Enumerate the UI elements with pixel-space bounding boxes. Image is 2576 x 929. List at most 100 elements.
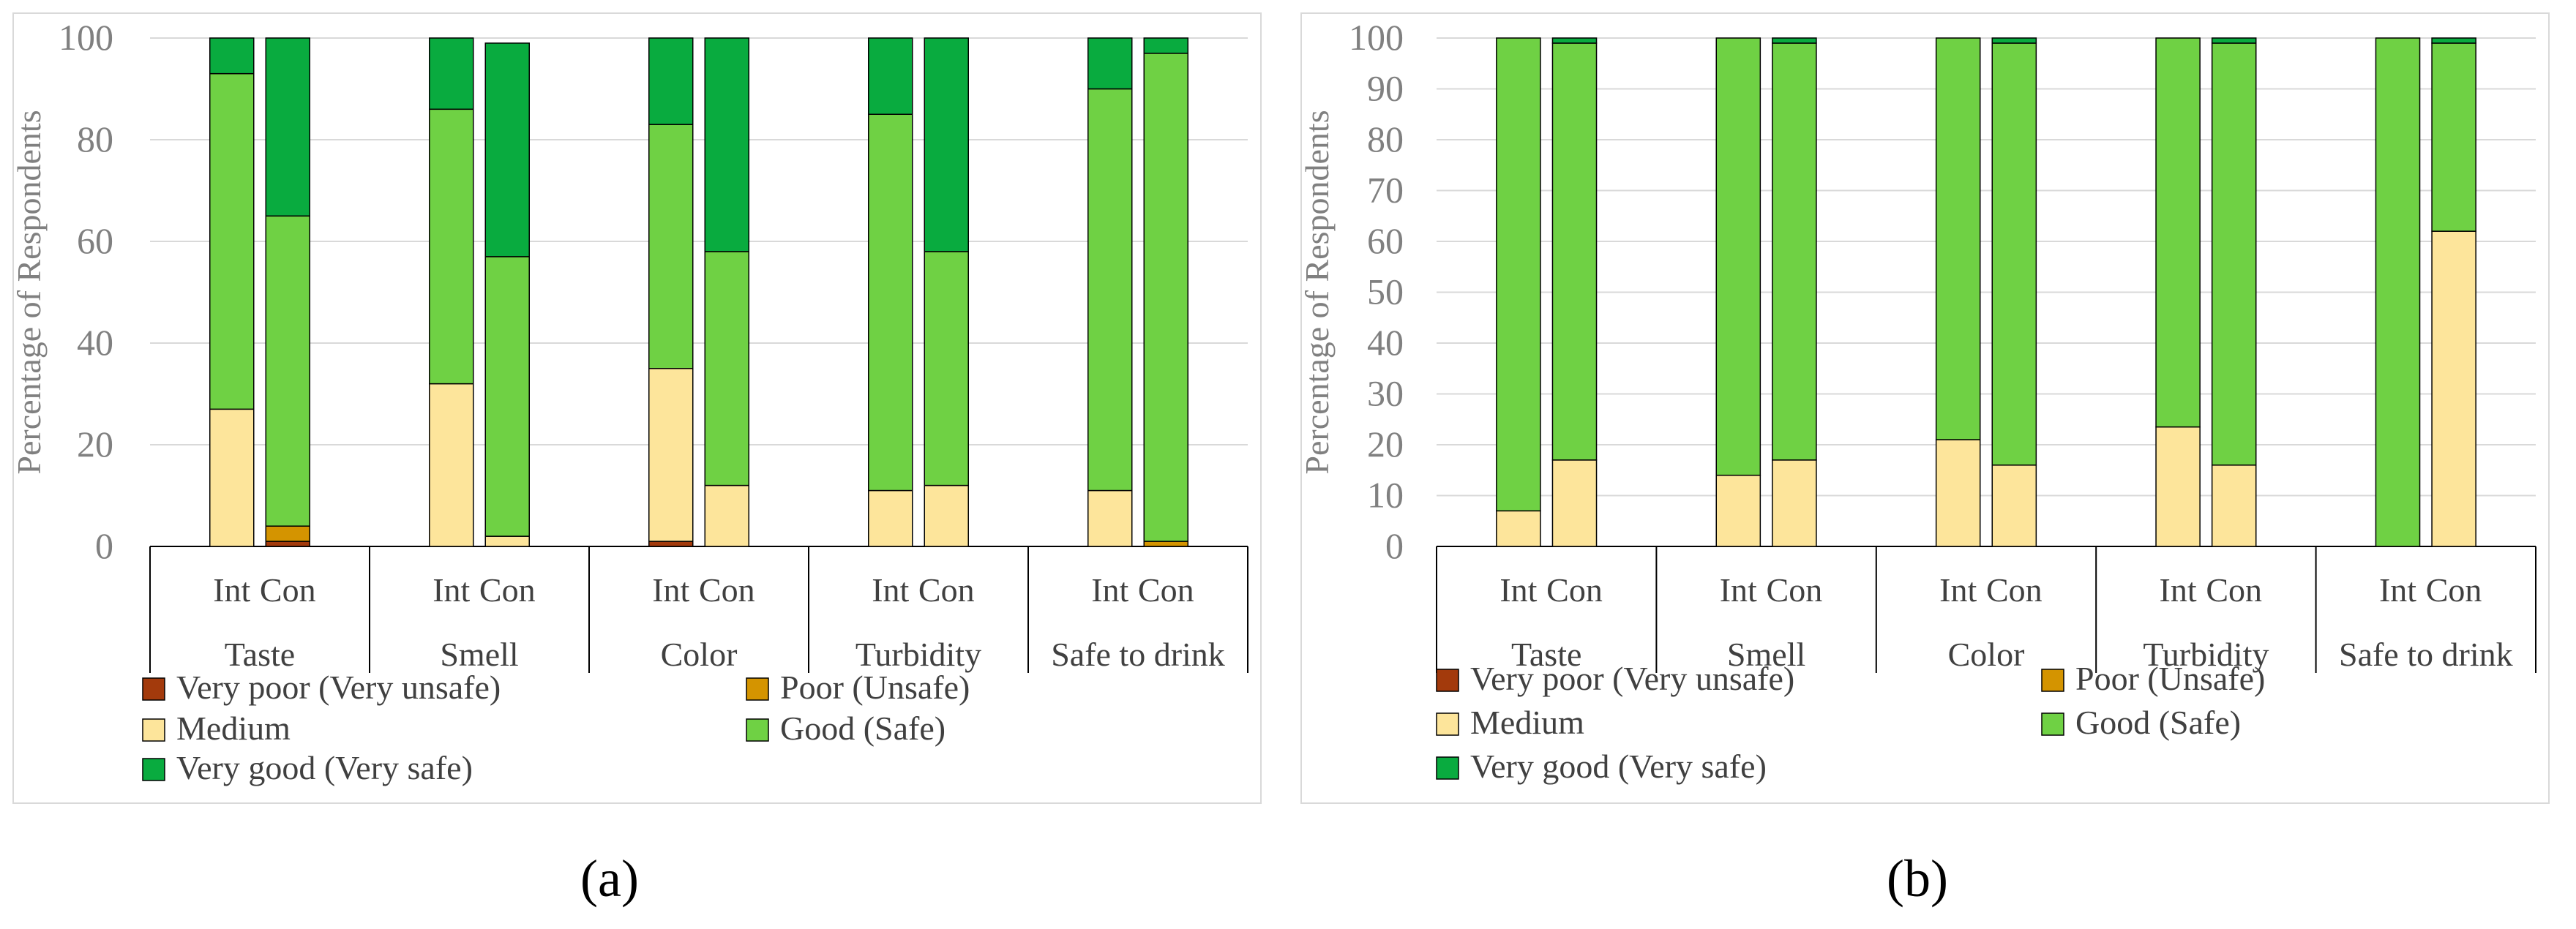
bar-segment-turbidity-int-2 xyxy=(868,489,913,547)
y-tick-label: 10 xyxy=(1367,475,1404,516)
y-axis-title: Percentage of Respondents xyxy=(10,110,48,474)
category-label: Safe to drink xyxy=(2339,636,2513,673)
bar-segment-safe-to-drink-int-2 xyxy=(1087,489,1133,547)
legend-swatch xyxy=(1436,669,1459,692)
bar-segment-color-con-3 xyxy=(704,251,749,486)
legend-swatch xyxy=(2041,669,2064,692)
panel-a: 0 20 40 60 80 100 Percentage of Respondents Tas… xyxy=(0,0,1273,929)
bar-segment-safe-to-drink-con-1 xyxy=(1143,541,1188,547)
category-label: Taste xyxy=(225,636,295,673)
y-tick-label: 70 xyxy=(1367,170,1404,211)
legend-swatch xyxy=(1436,712,1459,736)
subcategory-label: Con xyxy=(260,571,316,609)
bar-segment-turbidity-int-3 xyxy=(868,113,913,492)
category-label: Turbidity xyxy=(855,636,981,673)
legend-swatch xyxy=(746,718,769,742)
subcategory-label: Int xyxy=(1499,571,1537,609)
bar-segment-taste-con-2 xyxy=(1551,459,1598,547)
legend-swatch xyxy=(142,677,165,701)
y-tick-label: 30 xyxy=(1367,373,1404,414)
legend-swatch xyxy=(142,758,165,781)
bar-segment-turbidity-int-2 xyxy=(2155,426,2201,547)
category-label: Color xyxy=(1948,636,2025,673)
bar-segment-taste-con-1 xyxy=(265,525,310,542)
bar-segment-turbidity-con-3 xyxy=(2211,42,2257,466)
subcategory-label: Int xyxy=(2379,571,2416,609)
category-label: Taste xyxy=(1511,636,1581,673)
subcategory-label: Con xyxy=(1767,571,1823,609)
bar-segment-smell-con-2 xyxy=(1772,459,1817,547)
y-tick-label: 20 xyxy=(1367,424,1404,464)
bar-segment-smell-con-3 xyxy=(484,256,530,537)
bar-segment-smell-int-3 xyxy=(1715,37,1761,476)
bar-segment-turbidity-int-4 xyxy=(868,37,913,115)
bar-segment-color-con-2 xyxy=(704,484,749,547)
subcategory-label: Int xyxy=(213,571,250,609)
bar-segment-color-int-0 xyxy=(648,541,694,547)
legend-swatch xyxy=(1436,756,1459,780)
bar-segment-turbidity-int-3 xyxy=(2155,37,2201,428)
y-tick-label: 60 xyxy=(77,220,113,261)
subcategory-label: Con xyxy=(1546,571,1603,609)
bar-segment-color-con-4 xyxy=(704,37,749,252)
bar-segment-smell-con-2 xyxy=(484,535,530,547)
bar-segment-smell-int-2 xyxy=(429,383,474,547)
y-tick-label: 80 xyxy=(1367,119,1404,159)
y-tick-label: 90 xyxy=(1367,68,1404,109)
bar-segment-taste-int-3 xyxy=(209,72,255,410)
bar-segment-safe-to-drink-con-3 xyxy=(2431,42,2476,232)
legend-label: Good (Safe) xyxy=(2075,704,2241,741)
chart-a: 0 20 40 60 80 100 Percentage of Respondents Tas… xyxy=(10,12,1262,804)
bar-segment-safe-to-drink-int-3 xyxy=(1087,88,1133,492)
subcategory-label: Int xyxy=(872,571,909,609)
y-tick-label: 100 xyxy=(59,17,113,58)
bar-segment-turbidity-con-4 xyxy=(924,37,969,252)
subcategory-label: Int xyxy=(1091,571,1128,609)
bar-segment-color-int-2 xyxy=(1935,439,1981,547)
chart-b: 0 10 20 30 40 50 60 70 80 90 100 Percentage of Resp… xyxy=(1298,12,2550,804)
panel-label-b: (b) xyxy=(1887,849,1948,908)
y-tick-label: 0 xyxy=(1385,525,1404,566)
legend-label: Poor (Unsafe) xyxy=(780,669,970,706)
bar-segment-taste-con-4 xyxy=(265,37,310,217)
legend-swatch xyxy=(2041,712,2064,736)
bar-segment-color-int-4 xyxy=(648,37,694,125)
subcategory-label: Con xyxy=(2206,571,2262,609)
subcategory-label: Int xyxy=(2160,571,2197,609)
bar-segment-taste-con-3 xyxy=(1551,42,1598,461)
bar-segment-taste-con-4 xyxy=(1551,37,1598,44)
panel-label-a: (a) xyxy=(580,849,639,908)
bar-segment-color-con-3 xyxy=(1991,42,2037,466)
y-tick-label: 50 xyxy=(1367,271,1404,312)
bar-segment-smell-con-3 xyxy=(1772,42,1817,461)
y-tick-label: 100 xyxy=(1349,17,1404,58)
bar-segment-turbidity-con-3 xyxy=(924,251,969,486)
bar-segment-smell-int-2 xyxy=(1715,474,1761,547)
y-tick-label: 40 xyxy=(1367,322,1404,363)
legend-label: Medium xyxy=(176,710,291,747)
y-tick-label: 40 xyxy=(77,322,113,363)
bar-segment-smell-con-4 xyxy=(1772,37,1817,44)
bar-segment-color-int-2 xyxy=(648,368,694,542)
bar-segment-color-int-3 xyxy=(1935,37,1981,440)
subcategory-label: Con xyxy=(918,571,975,609)
subcategory-label: Int xyxy=(433,571,470,609)
bar-segment-taste-con-0 xyxy=(265,541,310,547)
bar-segment-smell-con-4 xyxy=(484,42,530,257)
y-tick-label: 0 xyxy=(95,525,113,566)
category-label: Turbidity xyxy=(2143,636,2269,673)
legend-label: Very good (Very safe) xyxy=(1470,748,1767,785)
bar-segment-safe-to-drink-con-2 xyxy=(2431,230,2476,547)
category-label: Color xyxy=(661,636,738,673)
bar-segment-turbidity-con-4 xyxy=(2211,37,2257,44)
subcategory-label: Int xyxy=(1939,571,1977,609)
subcategory-label: Con xyxy=(1138,571,1194,609)
subcategory-label: Con xyxy=(699,571,755,609)
bar-segment-safe-to-drink-int-4 xyxy=(1087,37,1133,90)
y-axis-title: Percentage of Respondents xyxy=(1298,110,1336,474)
category-label: Smell xyxy=(1727,636,1805,673)
bar-segment-safe-to-drink-con-4 xyxy=(1143,37,1188,54)
panel-b: 0 10 20 30 40 50 60 70 80 90 100 Percentage of Resp… xyxy=(1288,0,2561,929)
legend-label: Poor (Unsafe) xyxy=(2075,660,2265,697)
bar-segment-taste-int-2 xyxy=(209,408,255,547)
